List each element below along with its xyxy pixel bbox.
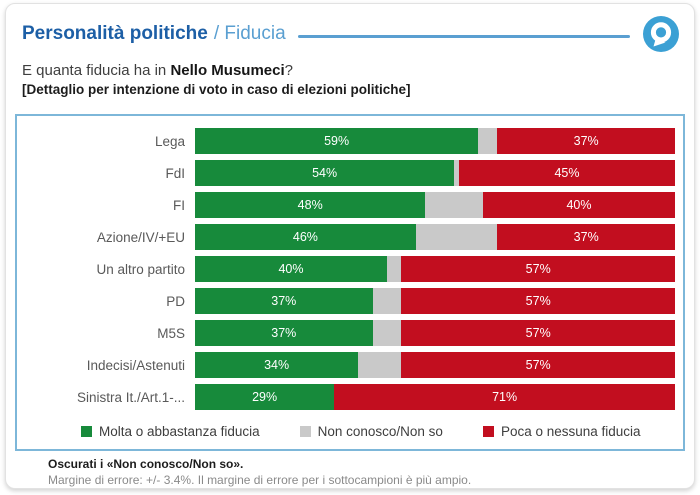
bar-value-label: 57% — [525, 326, 551, 340]
bar-segment: 40% — [482, 192, 675, 218]
bar-segment — [454, 160, 459, 186]
category-label: M5S — [157, 325, 185, 341]
bar-segment — [387, 256, 402, 282]
bar-segment — [478, 128, 498, 154]
category-label: FdI — [165, 165, 185, 181]
bar-segment — [415, 224, 498, 250]
bar-row: Un altro partito 40% 57% — [17, 253, 683, 285]
bar-row: Sinistra It./Art.1-... 29% 71% — [17, 381, 683, 413]
footnote: Oscurati i «Non conosco/Non so». Margine… — [48, 457, 471, 487]
bar-value-label: 34% — [264, 358, 290, 372]
bar-segment: 29% — [195, 384, 335, 410]
bar-track: 40% 57% — [195, 256, 675, 282]
category-label: Indecisi/Astenuti — [86, 357, 185, 373]
bar-segment: 45% — [458, 160, 675, 186]
page-subtitle: / Fiducia — [213, 23, 286, 44]
chart-panel: Lega 59% 37% FdI 54% 45% FI 48% 40% Azione/IV/+EU… — [15, 114, 685, 451]
bar-value-label: 57% — [525, 262, 551, 276]
footnote-line1: Oscurati i «Non conosco/Non so». — [48, 457, 244, 471]
bar-segment — [425, 192, 483, 218]
bar-value-label: 57% — [525, 358, 551, 372]
bar-row: M5S 37% 57% — [17, 317, 683, 349]
legend-label: Non conosco/Non so — [317, 424, 443, 439]
bar-value-label: 37% — [271, 326, 297, 340]
category-label: PD — [166, 293, 185, 309]
bar-segment: 34% — [195, 352, 359, 378]
header-rule — [297, 34, 630, 38]
bar-segment: 57% — [401, 320, 675, 346]
legend-item: Molta o abbastanza fiducia — [81, 424, 260, 439]
bar-segment: 40% — [195, 256, 387, 282]
legend-label: Molta o abbastanza fiducia — [99, 424, 260, 439]
bar-value-label: 71% — [492, 390, 518, 404]
bar-segment: 48% — [195, 192, 426, 218]
chart-legend: Molta o abbastanza fiducia Non conosco/No… — [17, 424, 683, 439]
bar-segment: 57% — [401, 256, 675, 282]
question-text: E quanta fiducia ha in Nello Musumeci? — [22, 62, 678, 79]
question-subject: Nello Musumeci — [170, 62, 285, 79]
bar-segment — [372, 288, 402, 314]
legend-label: Poca o nessuna fiducia — [500, 424, 641, 439]
bar-segment: 37% — [497, 224, 675, 250]
footnote-line2: Margine di errore: +/- 3.4%. Il margine … — [48, 473, 472, 487]
bar-segment: 57% — [401, 288, 675, 314]
bar-row: Lega 59% 37% — [17, 125, 683, 157]
bar-value-label: 57% — [525, 294, 551, 308]
bar-value-label: 46% — [292, 230, 318, 244]
legend-item: Non conosco/Non so — [299, 424, 443, 439]
bar-row: PD 37% 57% — [17, 285, 683, 317]
bar-segment — [372, 320, 402, 346]
question-suffix: ? — [284, 62, 293, 79]
question-block: E quanta fiducia ha in Nello Musumeci? [… — [6, 52, 694, 97]
bar-value-label: 45% — [554, 166, 580, 180]
bar-segment: 54% — [195, 160, 455, 186]
bar-track: 29% 71% — [195, 384, 675, 410]
bar-segment: 71% — [334, 384, 675, 410]
legend-swatch — [482, 426, 494, 437]
bar-segment: 59% — [195, 128, 479, 154]
bar-value-label: 37% — [271, 294, 297, 308]
bar-value-label: 59% — [324, 134, 350, 148]
page-title: Personalità politiche — [22, 23, 208, 44]
bar-track: 37% 57% — [195, 320, 675, 346]
bar-value-label: 40% — [278, 262, 304, 276]
bar-segment: 37% — [195, 288, 373, 314]
bar-chart: Lega 59% 37% FdI 54% 45% FI 48% 40% Azione/IV/+EU… — [17, 125, 683, 413]
bar-track: 34% 57% — [195, 352, 675, 378]
bar-segment — [358, 352, 402, 378]
bar-track: 59% 37% — [195, 128, 675, 154]
bar-value-label: 48% — [297, 198, 323, 212]
legend-item: Poca o nessuna fiducia — [482, 424, 641, 439]
bar-value-label: 37% — [573, 134, 599, 148]
bar-track: 37% 57% — [195, 288, 675, 314]
legend-swatch — [81, 426, 92, 437]
quorum-youtrend-logo-icon — [642, 15, 680, 53]
legend-swatch — [299, 426, 311, 437]
category-label: Un altro partito — [96, 261, 185, 277]
bar-value-label: 54% — [312, 166, 338, 180]
category-label: Sinistra It./Art.1-... — [76, 389, 185, 405]
bar-segment: 37% — [497, 128, 675, 154]
bar-value-label: 37% — [573, 230, 599, 244]
bar-track: 48% 40% — [195, 192, 675, 218]
header: Personalità politiche / Fiducia — [6, 4, 694, 52]
bar-row: Azione/IV/+EU 46% 37% — [17, 221, 683, 253]
question-prefix: E quanta fiducia ha in — [22, 62, 171, 79]
bar-value-label: 40% — [566, 198, 592, 212]
report-card: Personalità politiche / Fiducia E quanta… — [5, 3, 695, 489]
category-label: Azione/IV/+EU — [96, 229, 185, 245]
category-label: FI — [173, 197, 185, 213]
bar-track: 46% 37% — [195, 224, 675, 250]
bar-row: FdI 54% 45% — [17, 157, 683, 189]
bar-segment: 46% — [195, 224, 416, 250]
category-label: Lega — [154, 133, 185, 149]
bar-value-label: 29% — [252, 390, 278, 404]
bar-row: FI 48% 40% — [17, 189, 683, 221]
bar-row: Indecisi/Astenuti 34% 57% — [17, 349, 683, 381]
bar-track: 54% 45% — [195, 160, 675, 186]
bar-segment: 37% — [195, 320, 373, 346]
question-detail: [Dettaglio per intenzione di voto in cas… — [22, 82, 411, 97]
bar-segment: 57% — [401, 352, 675, 378]
